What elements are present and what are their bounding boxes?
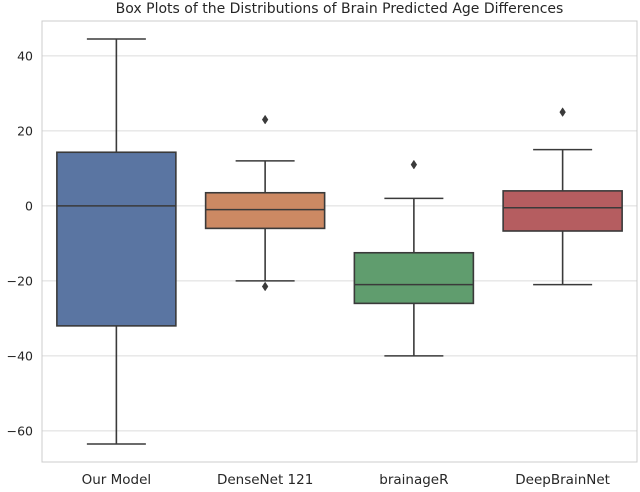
y-tick-label: −60: [7, 423, 33, 438]
box-deepbrainnet: [502, 190, 623, 232]
x-tick-label-brainager: brainageR: [379, 472, 448, 488]
y-tick-label: 40: [17, 48, 33, 63]
box-densenet-121: [204, 191, 326, 230]
x-tick-label-densenet-121: DenseNet 121: [217, 472, 313, 488]
y-tick-label: −20: [7, 273, 33, 288]
outlier-diamond-brainager: [410, 159, 418, 170]
chart-title: Box Plots of the Distributions of Brain …: [115, 1, 564, 17]
x-tick-label-deepbrainnet: DeepBrainNet: [515, 472, 610, 488]
y-tick-label: −40: [7, 348, 33, 363]
box-our-model: [56, 151, 177, 327]
y-tick-label: 20: [17, 123, 33, 138]
outlier-diamond-deepbrainnet: [559, 107, 566, 117]
outlier-diamond-densenet-121: [261, 114, 269, 125]
y-tick-label: 0: [25, 198, 33, 213]
box-brainager: [353, 251, 475, 305]
outlier-diamond-densenet-121: [261, 281, 269, 292]
x-tick-label-our-model: Our Model: [82, 472, 152, 488]
